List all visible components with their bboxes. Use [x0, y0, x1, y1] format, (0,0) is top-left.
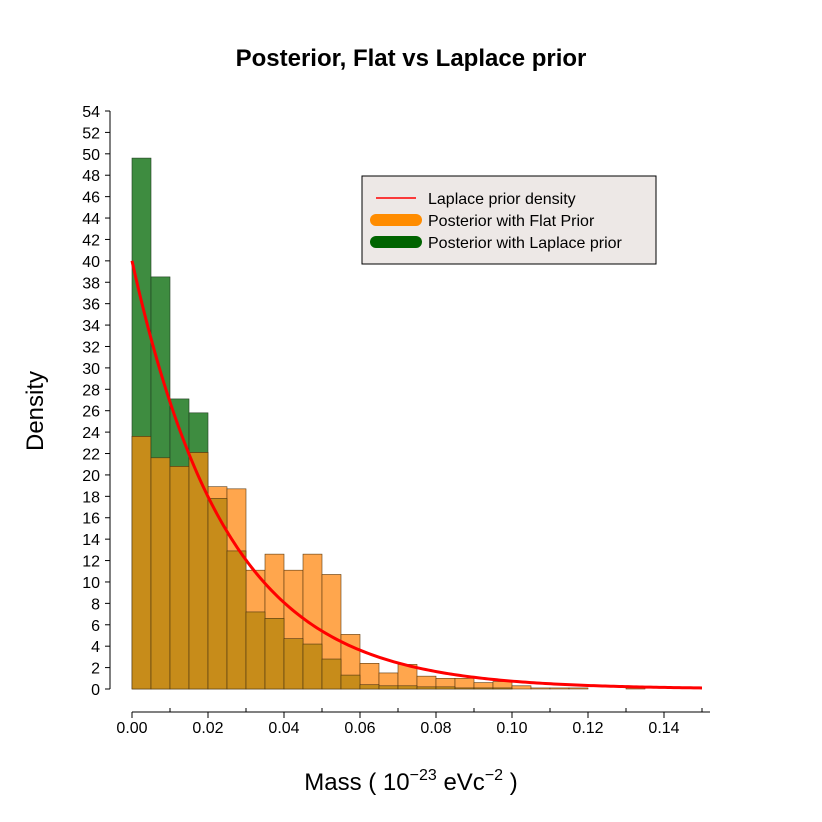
overlap-bar	[340, 674, 361, 690]
y-tick-label: 44	[82, 211, 100, 228]
y-tick-label: 14	[82, 532, 100, 549]
y-tick-label: 46	[82, 190, 100, 207]
overlap-bar	[359, 684, 380, 690]
y-axis-label: Density	[22, 371, 49, 451]
x-axis-label: Mass ( 10−23 eVc−2 )	[304, 767, 517, 796]
x-label-end: )	[503, 769, 518, 796]
y-tick-label: 18	[82, 489, 100, 506]
y-tick-label: 48	[82, 168, 100, 185]
x-label-exp1: −23	[410, 767, 437, 784]
overlap-bar	[416, 686, 437, 690]
y-tick-label: 54	[82, 104, 100, 121]
y-tick-label: 38	[82, 275, 100, 292]
y-tick-label: 2	[91, 661, 100, 678]
flat-prior-bar	[549, 687, 570, 690]
y-tick-label: 32	[82, 339, 100, 356]
legend-label: Laplace prior density	[428, 191, 576, 208]
y-tick-label: 26	[82, 404, 100, 421]
overlap-bar	[473, 687, 494, 690]
overlap-bar	[492, 687, 513, 690]
x-tick-label: 0.10	[496, 720, 527, 737]
overlap-bar	[321, 658, 342, 690]
overlap-bar	[378, 685, 399, 690]
overlap-bar	[283, 638, 304, 690]
laplace-prior-density-line	[130, 260, 703, 690]
overlap-bar	[169, 466, 190, 690]
y-tick-label: 52	[82, 125, 100, 142]
x-tick-label: 0.14	[648, 720, 679, 737]
x-tick-label: 0.04	[268, 720, 299, 737]
overlap-bar	[435, 686, 456, 690]
overlap-bar	[302, 643, 323, 690]
flat-prior-bar	[454, 677, 475, 690]
y-tick-label: 50	[82, 147, 100, 164]
y-tick-label: 8	[91, 596, 100, 613]
overlap-bar	[226, 550, 247, 690]
flat-prior-bar	[530, 687, 551, 690]
y-tick-label: 12	[82, 554, 100, 571]
y-tick-label: 30	[82, 361, 100, 378]
laplace-prior-bar	[188, 412, 209, 453]
x-tick-label: 0.12	[572, 720, 603, 737]
y-tick-label: 20	[82, 468, 100, 485]
y-tick-label: 6	[91, 618, 100, 635]
flat-prior-bar	[511, 685, 532, 690]
overlap-bar	[397, 685, 418, 690]
overlap-bar	[150, 457, 171, 690]
x-tick-label: 0.06	[344, 720, 375, 737]
x-label-exp2: −2	[485, 767, 503, 784]
chart-title: Posterior, Flat vs Laplace prior	[236, 45, 587, 72]
overlap-bar	[245, 611, 266, 690]
histogram-bars	[131, 157, 646, 690]
y-tick-label: 16	[82, 511, 100, 528]
y-tick-label: 4	[91, 639, 100, 656]
legend: Laplace prior density Posterior with Flat…	[361, 175, 657, 265]
prior-curve-group	[130, 260, 703, 690]
y-tick-label: 34	[82, 318, 100, 335]
x-label-base: Mass ( 10	[304, 769, 409, 796]
x-tick-label: 0.08	[420, 720, 451, 737]
y-tick-label: 24	[82, 425, 100, 442]
x-tick-label: 0.00	[116, 720, 147, 737]
y-tick-label: 10	[82, 575, 100, 592]
y-tick-label: 28	[82, 382, 100, 399]
y-tick-label: 40	[82, 254, 100, 271]
axes: 0246810121416182022242628303234363840424…	[82, 104, 710, 737]
legend-label: Posterior with Flat Prior	[428, 213, 595, 230]
x-label-mid: eVc	[437, 769, 485, 796]
overlap-bar	[454, 687, 475, 690]
y-tick-label: 22	[82, 447, 100, 464]
legend-label: Posterior with Laplace prior	[428, 235, 623, 252]
overlap-bar	[131, 436, 152, 690]
x-tick-label: 0.02	[192, 720, 223, 737]
y-tick-label: 0	[91, 682, 100, 699]
y-tick-label: 42	[82, 232, 100, 249]
y-tick-label: 36	[82, 297, 100, 314]
overlap-bar	[264, 618, 285, 690]
flat-prior-bar	[568, 687, 589, 690]
